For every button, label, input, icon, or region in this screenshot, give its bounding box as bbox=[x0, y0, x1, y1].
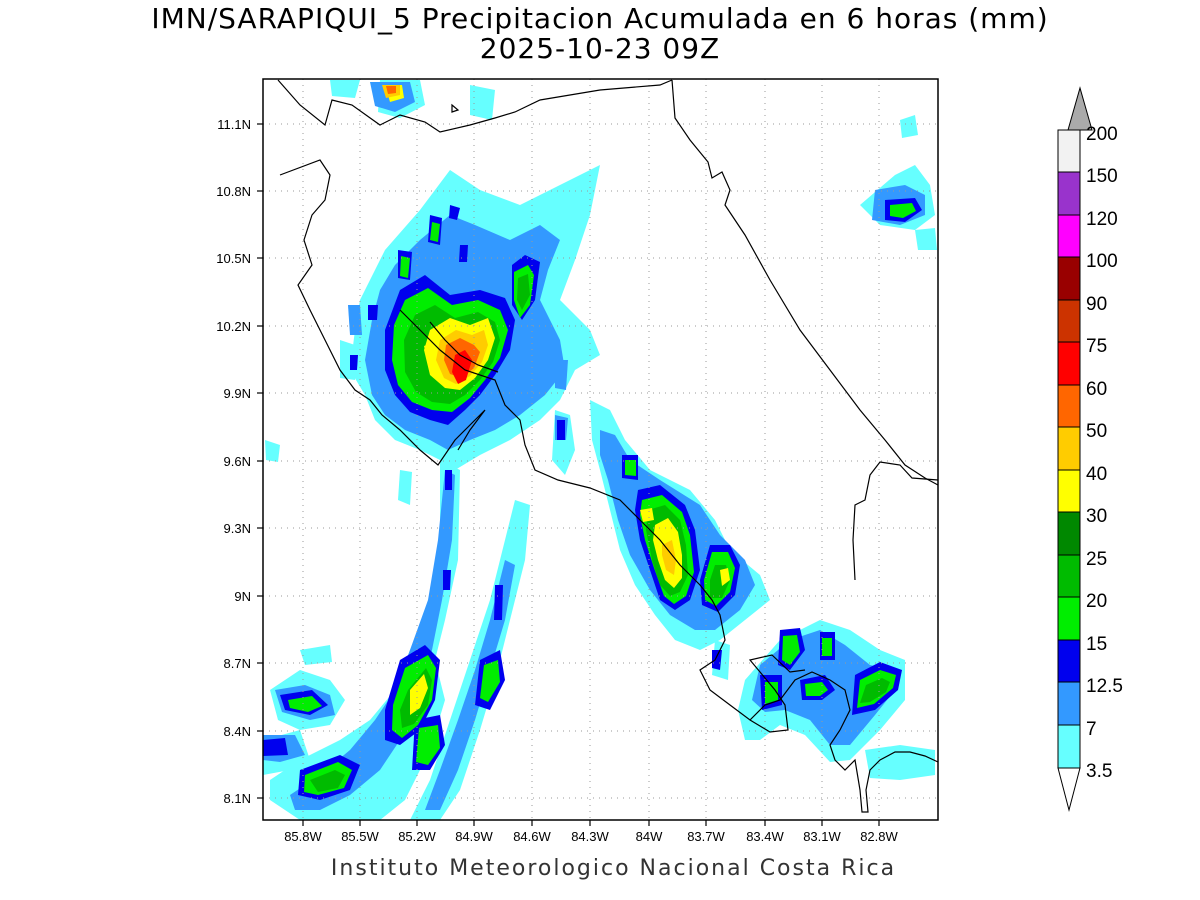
lon-label: 84.9W bbox=[455, 829, 493, 844]
precip-30mm-spot bbox=[424, 342, 436, 355]
latitude-labels: 11.1N 10.8N 10.5N 10.2N 9.9N 9.6N 9.3N 9… bbox=[216, 117, 251, 806]
colorbar-swatch bbox=[1058, 385, 1080, 427]
colorbar-swatch bbox=[1058, 640, 1080, 682]
colorbar-swatch bbox=[1058, 597, 1080, 640]
lat-label: 10.5N bbox=[216, 251, 251, 266]
colorbar-label: 90 bbox=[1086, 294, 1107, 315]
colorbar-swatch bbox=[1058, 427, 1080, 470]
lon-label: 85.8W bbox=[284, 829, 322, 844]
lon-label: 83.7W bbox=[687, 829, 725, 844]
lon-label: 82.8W bbox=[860, 829, 898, 844]
colorbar-label: 25 bbox=[1086, 549, 1107, 570]
colorbar-under-arrow bbox=[1057, 767, 1081, 812]
coastline-borders bbox=[277, 79, 938, 813]
lat-label: 9.9N bbox=[224, 386, 251, 401]
colorbar-swatch bbox=[1058, 725, 1080, 768]
colorbar-swatch bbox=[1058, 257, 1080, 300]
colorbar-label: 150 bbox=[1086, 166, 1118, 187]
axis-ticks bbox=[257, 123, 880, 826]
colorbar-frame bbox=[1057, 129, 1081, 769]
lon-label: 84.6W bbox=[513, 829, 551, 844]
colorbar-swatch bbox=[1058, 342, 1080, 385]
colorbar-swatch bbox=[1058, 555, 1080, 597]
lat-label: 10.2N bbox=[216, 319, 251, 334]
colorbar-labels: 200 150 120 100 90 75 60 50 40 30 25 20 … bbox=[1086, 124, 1123, 782]
colorbar-label: 30 bbox=[1086, 506, 1107, 527]
colorbar-swatch bbox=[1058, 215, 1080, 257]
lat-label: 11.1N bbox=[217, 117, 251, 132]
lon-label: 85.5W bbox=[341, 829, 379, 844]
colorbar-label: 12.5 bbox=[1086, 676, 1123, 697]
map-title: IMN/SARAPIQUI_5 Precipitacion Acumulada … bbox=[151, 2, 1049, 35]
lon-label: 84.3W bbox=[571, 829, 609, 844]
colorbar-label: 40 bbox=[1086, 464, 1107, 485]
lat-label: 9.6N bbox=[224, 454, 251, 469]
lat-label: 9N bbox=[234, 589, 251, 604]
colorbar-swatch bbox=[1058, 172, 1080, 215]
colorbar-swatch bbox=[1058, 300, 1080, 342]
colorbar-swatch bbox=[1058, 130, 1080, 172]
lat-label: 10.8N bbox=[216, 184, 251, 199]
colorbar-label: 20 bbox=[1086, 591, 1107, 612]
lat-label: 8.7N bbox=[224, 656, 251, 671]
colorbar-label: 200 bbox=[1086, 124, 1118, 145]
lon-label: 83.1W bbox=[803, 829, 841, 844]
credit-footer: Instituto Meteorologico Nacional Costa R… bbox=[330, 856, 897, 881]
colorbar: 200 150 120 100 90 75 60 50 40 30 25 20 … bbox=[1057, 86, 1123, 812]
colorbar-dividers bbox=[1058, 171, 1080, 726]
colorbar-label: 15 bbox=[1086, 634, 1107, 655]
lat-label: 9.3N bbox=[224, 521, 251, 536]
colorbar-label: 7 bbox=[1086, 719, 1097, 740]
lon-label: 84W bbox=[636, 829, 663, 844]
colorbar-label: 120 bbox=[1086, 209, 1118, 230]
colorbar-label: 50 bbox=[1086, 421, 1107, 442]
lon-label: 85.2W bbox=[398, 829, 436, 844]
colorbar-label: 100 bbox=[1086, 251, 1118, 272]
plot-frame bbox=[262, 78, 939, 821]
lat-label: 8.4N bbox=[224, 724, 251, 739]
colorbar-label: 3.5 bbox=[1086, 761, 1112, 782]
colorbar-label: 60 bbox=[1086, 379, 1107, 400]
colorbar-swatch bbox=[1058, 682, 1080, 725]
map-subtitle: 2025-10-23 09Z bbox=[479, 32, 721, 65]
lat-label: 8.1N bbox=[224, 791, 251, 806]
longitude-labels: 85.8W 85.5W 85.2W 84.9W 84.6W 84.3W 84W … bbox=[284, 829, 898, 844]
colorbar-label: 75 bbox=[1086, 336, 1107, 357]
colorbar-swatch bbox=[1058, 512, 1080, 555]
colorbar-swatch bbox=[1058, 470, 1080, 512]
lon-label: 83.4W bbox=[746, 829, 784, 844]
